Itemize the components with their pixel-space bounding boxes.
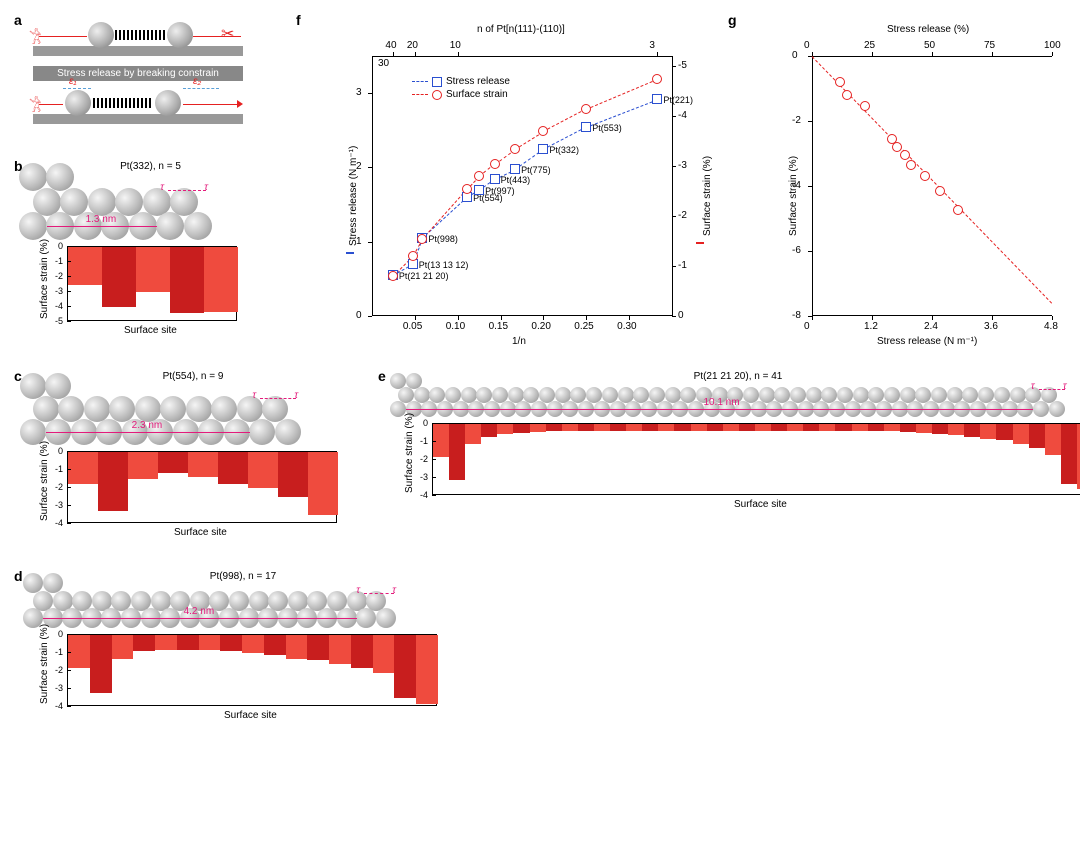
label-e: e [378,368,386,384]
atom-icon [167,22,193,48]
stick-figure-icon: 𓀟 [29,92,42,118]
spring-icon [115,30,165,40]
panel-g-chart: 01.22.43.64.802550751000-2-4-6-8Stress r… [778,38,1063,338]
panel-title: Pt(21 21 20), n = 41 [398,371,1078,382]
label-f: f [296,12,301,28]
spring-icon [93,98,153,108]
panel-e: Pt(21 21 20), n = 41ττ10.1 nm0-1-2-3-4Su… [398,373,1078,495]
atom-icon [155,90,181,116]
panel-c: Pt(554), n = 9ττ2.3 nm0-1-2-3-4Surface s… [33,373,353,523]
epsilon1: ε₁ [69,76,77,87]
epsilon2: ε₂ [193,76,201,87]
panel-title: Pt(998), n = 17 [33,571,453,582]
panel-title: Pt(554), n = 9 [33,371,353,382]
panel-f-chart: 0.050.100.150.200.250.30402010301230-1-2… [338,38,698,338]
figure-root: a 𓀟 ✂ Stress release by breaking constra… [8,8,1072,860]
atom-icon [65,90,91,116]
panel-a-schematic: 𓀟 ✂ Stress release by breaking constrain… [33,18,263,148]
panel-a-caption: Stress release by breaking constrain [33,66,243,81]
label-a: a [14,12,22,28]
label-d: d [14,568,23,584]
atom-icon [88,22,114,48]
scissors-icon: ✂ [221,24,234,44]
label-g: g [728,12,737,28]
panel-d: Pt(998), n = 17ττ4.2 nm0-1-2-3-4Surface … [33,573,453,706]
stick-figure-icon: 𓀟 [29,24,42,50]
panel-b: Pt(332), n = 5ττ1.3 nm0-1-2-3-4-5Surface… [33,163,268,321]
panel-title: Pt(332), n = 5 [33,161,268,172]
